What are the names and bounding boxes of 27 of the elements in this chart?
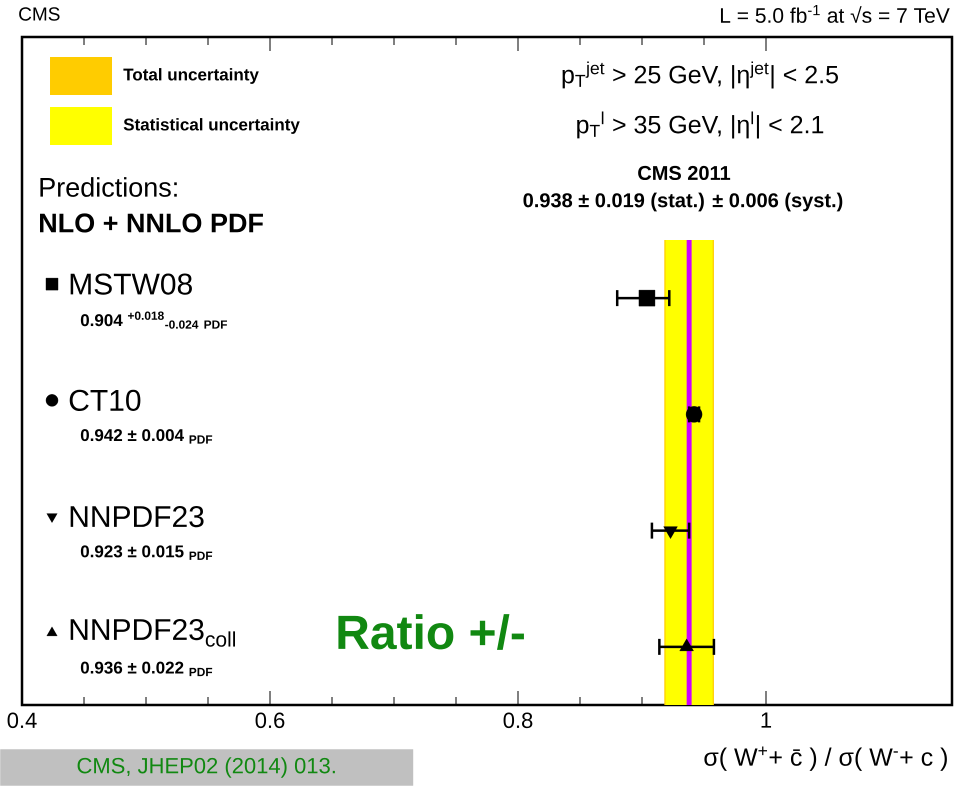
text: CMS — [19, 7, 60, 21]
annotation: 0.942 ± 0.004 $_{PDF}$ — [80, 429, 212, 444]
point — [680, 638, 694, 652]
annotation: 0.936 ± 0.022 $_{PDF}$ — [80, 662, 212, 676]
x-tick-label: 0.8 — [504, 712, 532, 728]
legend-label: MSTW08 — [70, 273, 192, 295]
text: L = 5.0 fb$^{-1}$ at √s = 7 TeV — [720, 5, 950, 23]
x-axis-title: σ( W$^{+}$+ c̄ ) / σ( W$^{-}$+ c ) — [704, 746, 947, 771]
text: 0.938 ± 0.019 (stat.) ± 0.006 (syst.) — [523, 192, 842, 212]
legend-label: NNPDF23 — [70, 506, 204, 528]
annotation: Ratio +/- — [338, 614, 524, 650]
legend-label: Total uncertainty — [123, 68, 259, 84]
x-tick-label: 0.6 — [256, 712, 284, 728]
x-tick-label: 0.4 — [8, 712, 37, 728]
x-tick-label: 1 — [762, 712, 772, 728]
text: p$_{T}$$^{l}$ > 35 GeV, |η$^{l}$| < 2.1 — [577, 111, 824, 138]
annotation: 0.923 ± 0.015 $_{PDF}$ — [80, 545, 212, 560]
point — [638, 290, 656, 306]
legend-label: NNPDF23$_{coll}$ — [70, 618, 236, 647]
text: p$_{T}$$^{jet}$ > 25 GeV, |η$^{jet}$| < 2.5 — [562, 61, 838, 88]
annotation: 0.904 $^{+0.018}$-0.024 PDF — [80, 311, 228, 329]
text: Predictions: — [40, 177, 177, 197]
legend-label: Statistical uncertainty — [124, 118, 300, 134]
text: CMS, JHEP02 (2014) 013. — [78, 757, 335, 778]
text: NLO + NNLO PDF — [40, 213, 263, 233]
legend-label: CT10 — [70, 390, 140, 411]
text: CMS 2011 — [638, 166, 730, 180]
